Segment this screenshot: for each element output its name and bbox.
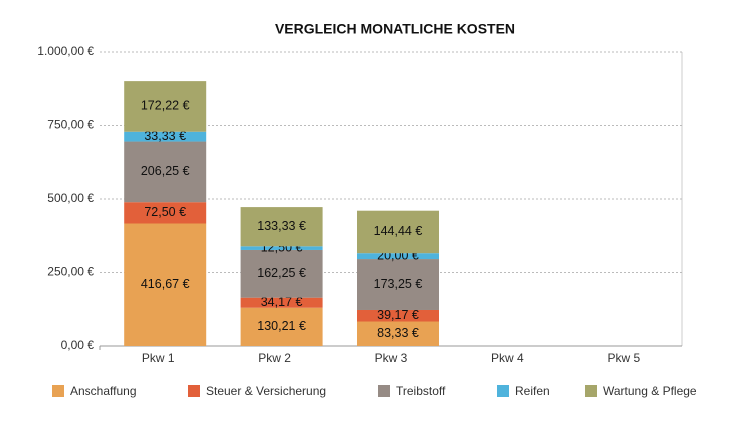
x-tick-label: Pkw 2 xyxy=(258,351,291,365)
y-tick-label: 250,00 € xyxy=(47,265,94,279)
value-label: 162,25 € xyxy=(257,266,306,280)
value-label: 206,25 € xyxy=(141,164,190,178)
bar-segment xyxy=(357,309,439,322)
bar-segment xyxy=(124,131,207,142)
legend-swatch xyxy=(497,385,509,397)
value-label: 39,17 € xyxy=(377,308,419,322)
bar-segment xyxy=(357,321,439,346)
value-label: 144,44 € xyxy=(374,224,423,238)
bar-segment xyxy=(240,246,323,250)
value-label: 72,50 € xyxy=(144,205,186,219)
chart-title: VERGLEICH MONATLICHE KOSTEN xyxy=(275,21,515,37)
value-label: 173,25 € xyxy=(374,277,423,291)
value-label: 130,21 € xyxy=(257,319,306,333)
bar-segment xyxy=(357,259,439,310)
legend-label: Reifen xyxy=(515,384,550,398)
value-label: 172,22 € xyxy=(141,99,190,113)
bar-segment xyxy=(124,202,207,224)
legend-swatch xyxy=(52,385,64,397)
value-label: 33,33 € xyxy=(144,129,186,143)
bar-segment xyxy=(240,297,323,308)
value-label: 34,17 € xyxy=(261,295,303,309)
legend-label: Anschaffung xyxy=(70,384,137,398)
bar-segment xyxy=(240,207,323,247)
bar-segment xyxy=(357,253,439,260)
value-label: 133,33 € xyxy=(257,219,306,233)
bar-segment xyxy=(357,210,439,254)
legend-label: Treibstoff xyxy=(396,384,446,398)
x-tick-label: Pkw 5 xyxy=(607,351,640,365)
bar-segment xyxy=(124,81,207,132)
y-tick-label: 500,00 € xyxy=(47,191,94,205)
legend-label: Wartung & Pflege xyxy=(603,384,697,398)
y-tick-label: 0,00 € xyxy=(61,338,95,352)
bar-segment xyxy=(240,307,323,346)
x-tick-label: Pkw 1 xyxy=(142,351,175,365)
y-tick-label: 1.000,00 € xyxy=(37,44,94,58)
legend-swatch xyxy=(585,385,597,397)
y-tick-label: 750,00 € xyxy=(47,118,94,132)
bar-segment xyxy=(240,249,323,298)
bar-segment xyxy=(124,223,207,346)
bar-segment xyxy=(124,141,207,203)
value-label: 83,33 € xyxy=(377,326,419,340)
legend-swatch xyxy=(378,385,390,397)
legend-label: Steuer & Versicherung xyxy=(206,384,326,398)
value-label: 416,67 € xyxy=(141,277,190,291)
x-tick-label: Pkw 3 xyxy=(375,351,408,365)
legend-swatch xyxy=(188,385,200,397)
x-tick-label: Pkw 4 xyxy=(491,351,524,365)
